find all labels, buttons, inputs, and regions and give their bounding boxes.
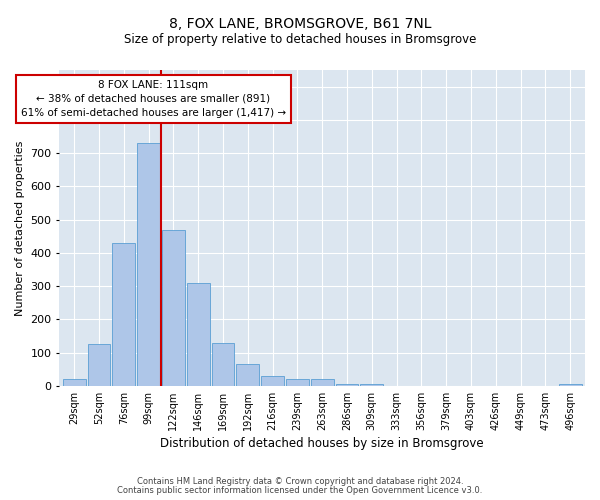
Bar — [88, 344, 110, 386]
Bar — [361, 384, 383, 386]
Text: Contains HM Land Registry data © Crown copyright and database right 2024.: Contains HM Land Registry data © Crown c… — [137, 477, 463, 486]
Bar — [559, 384, 581, 386]
Y-axis label: Number of detached properties: Number of detached properties — [15, 140, 25, 316]
Bar — [212, 342, 235, 386]
Bar — [162, 230, 185, 386]
Bar — [335, 384, 358, 386]
Bar — [261, 376, 284, 386]
Bar — [187, 283, 209, 386]
Text: 8 FOX LANE: 111sqm
← 38% of detached houses are smaller (891)
61% of semi-detach: 8 FOX LANE: 111sqm ← 38% of detached hou… — [21, 80, 286, 118]
Bar — [137, 143, 160, 386]
Bar — [112, 243, 135, 386]
Bar — [63, 379, 86, 386]
Text: Contains public sector information licensed under the Open Government Licence v3: Contains public sector information licen… — [118, 486, 482, 495]
X-axis label: Distribution of detached houses by size in Bromsgrove: Distribution of detached houses by size … — [160, 437, 484, 450]
Text: Size of property relative to detached houses in Bromsgrove: Size of property relative to detached ho… — [124, 32, 476, 46]
Bar — [311, 379, 334, 386]
Text: 8, FOX LANE, BROMSGROVE, B61 7NL: 8, FOX LANE, BROMSGROVE, B61 7NL — [169, 18, 431, 32]
Bar — [286, 379, 309, 386]
Bar — [236, 364, 259, 386]
